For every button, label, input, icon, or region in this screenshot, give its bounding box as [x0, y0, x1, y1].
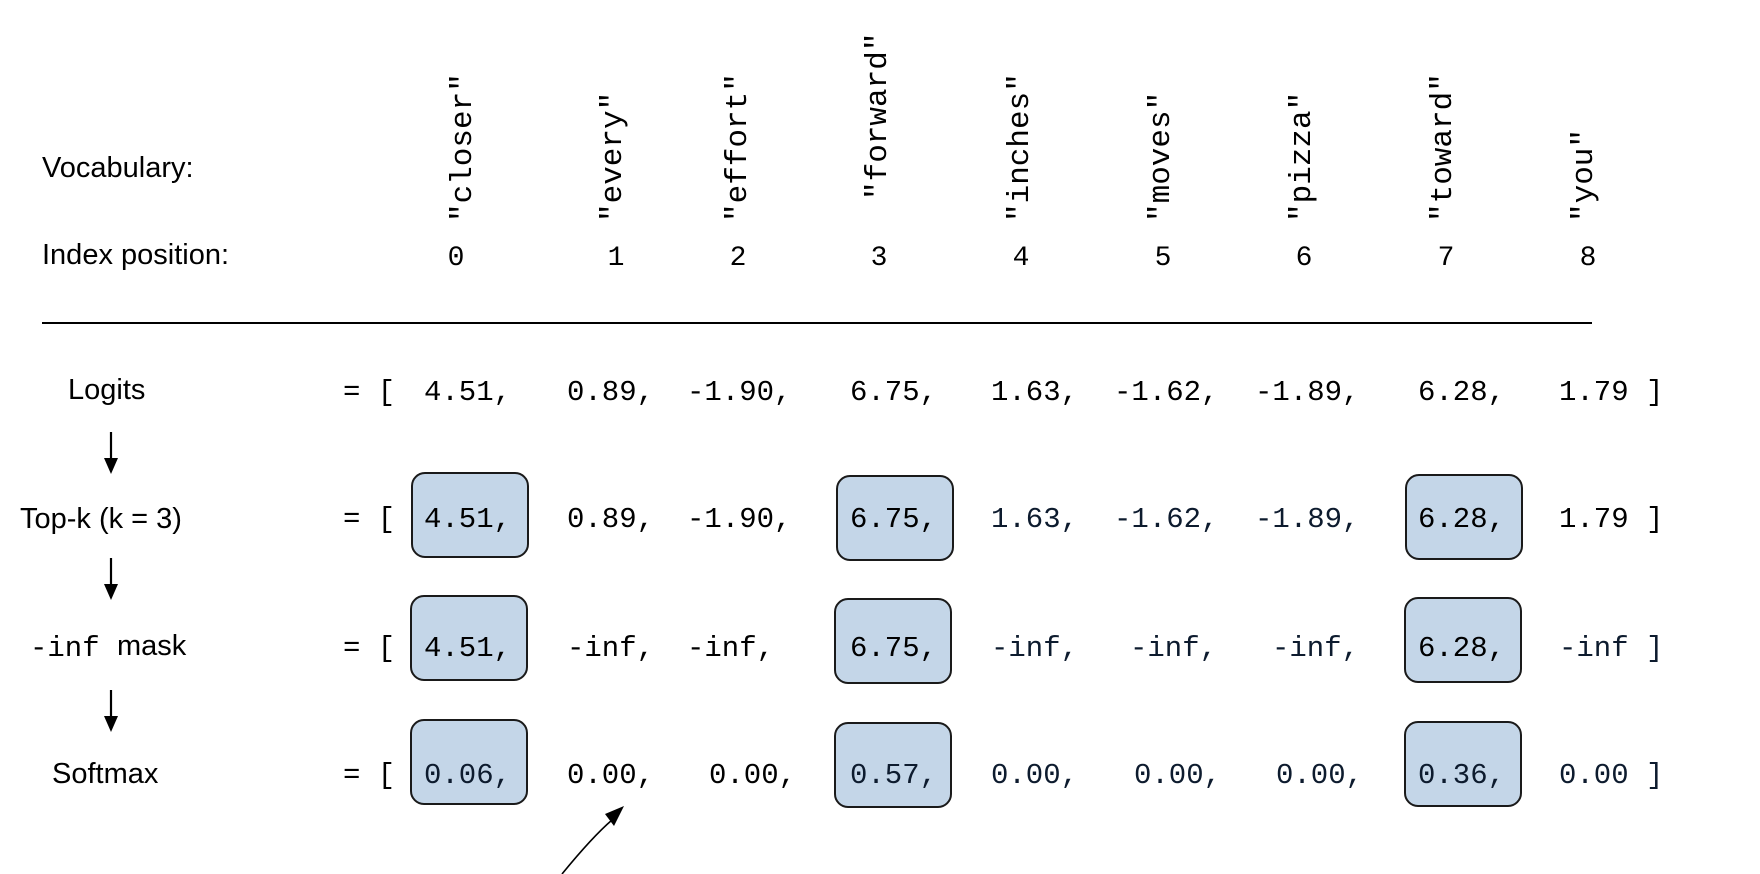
vocab-word-every: "every": [596, 91, 631, 222]
flow-arrow-down-icon: [104, 558, 118, 600]
index-number: 5: [1154, 243, 1172, 274]
softmax-value: 0.57,: [850, 759, 938, 792]
logit-value: 0.89,: [567, 376, 655, 409]
index-number: 0: [447, 243, 465, 274]
softmax-value: 0.00,: [709, 759, 797, 792]
logits-label: Logits: [68, 374, 146, 406]
vocab-word-moves: "moves": [1144, 91, 1179, 222]
header-divider: [42, 322, 1592, 324]
annotation-curved-arrow-icon: [561, 806, 624, 874]
mask-highlight-box: [410, 595, 528, 681]
index-number: 6: [1295, 243, 1313, 274]
mask-label-text: mask: [117, 630, 187, 662]
logit-value: -1.90,: [687, 376, 792, 409]
topk-value: 0.89,: [567, 503, 655, 536]
logit-value: 6.75,: [850, 376, 938, 409]
softmax-highlight-box: [834, 722, 952, 808]
logit-value: 1.79 ]: [1559, 376, 1664, 409]
index-number: 2: [729, 243, 747, 274]
topk-bracket: = [: [343, 503, 396, 536]
index-position-label: Index position:: [42, 239, 230, 271]
flow-arrow-down-icon: [104, 690, 118, 732]
softmax-highlight-box: [410, 719, 528, 805]
softmax-value: 0.00,: [567, 759, 655, 792]
mask-value: -inf,: [1272, 632, 1360, 665]
softmax-value: 0.00,: [1134, 759, 1222, 792]
mask-label-code: -inf: [30, 632, 100, 665]
flow-arrow-down-icon: [104, 432, 118, 474]
topk-highlight-box: [836, 475, 954, 561]
topk-value: 6.75,: [850, 503, 938, 536]
logit-value: 1.63,: [991, 376, 1079, 409]
softmax-highlight-box: [1404, 721, 1522, 807]
topk-value: -1.89,: [1255, 503, 1360, 536]
vocab-word-effort: "effort": [721, 73, 756, 222]
softmax-value: 0.36,: [1418, 759, 1506, 792]
vocabulary-label: Vocabulary:: [42, 152, 194, 184]
mask-value: -inf ]: [1559, 632, 1664, 665]
logit-value: 6.28,: [1418, 376, 1506, 409]
topk-value: 1.63,: [991, 503, 1079, 536]
index-number: 3: [870, 243, 888, 274]
mask-value: 6.28,: [1418, 632, 1506, 665]
mask-highlight-box: [834, 598, 952, 684]
index-number: 7: [1437, 243, 1455, 274]
mask-highlight-box: [1404, 597, 1522, 683]
softmax-value: 0.00 ]: [1559, 759, 1664, 792]
softmax-bracket: = [: [343, 759, 396, 792]
mask-value: -inf,: [991, 632, 1079, 665]
topk-value: -1.62,: [1114, 503, 1219, 536]
logit-value: -1.62,: [1114, 376, 1219, 409]
logit-value: -1.89,: [1255, 376, 1360, 409]
vocab-word-forward: "forward": [861, 32, 896, 200]
softmax-value: 0.00,: [991, 759, 1079, 792]
vocab-word-closer: "closer": [446, 73, 481, 222]
mask-value: 6.75,: [850, 632, 938, 665]
topk-value: 1.79 ]: [1559, 503, 1664, 536]
mask-value: -inf,: [1130, 632, 1218, 665]
softmax-value: 0.00,: [1276, 759, 1364, 792]
logit-value: 4.51,: [424, 376, 512, 409]
mask-bracket: = [: [343, 632, 396, 665]
vocab-word-toward: "toward": [1426, 73, 1461, 222]
topk-value: -1.90,: [687, 503, 792, 536]
mask-value: 4.51,: [424, 632, 512, 665]
vocab-word-you: "you": [1567, 128, 1602, 222]
vocab-word-inches: "inches": [1003, 73, 1038, 222]
logits-bracket: = [: [343, 376, 396, 409]
softmax-label: Softmax: [52, 758, 159, 790]
index-number: 8: [1579, 243, 1597, 274]
vocab-word-pizza: "pizza": [1285, 91, 1320, 222]
topk-highlight-box: [411, 472, 529, 558]
topk-highlight-box: [1405, 474, 1523, 560]
topk-value: 6.28,: [1418, 503, 1506, 536]
topk-value: 4.51,: [424, 503, 512, 536]
index-number: 4: [1012, 243, 1030, 274]
index-number: 1: [607, 243, 625, 274]
topk-label: Top-k (k = 3): [20, 503, 182, 535]
mask-value: -inf,: [687, 632, 775, 665]
mask-value: -inf,: [567, 632, 655, 665]
softmax-value: 0.06,: [424, 759, 512, 792]
